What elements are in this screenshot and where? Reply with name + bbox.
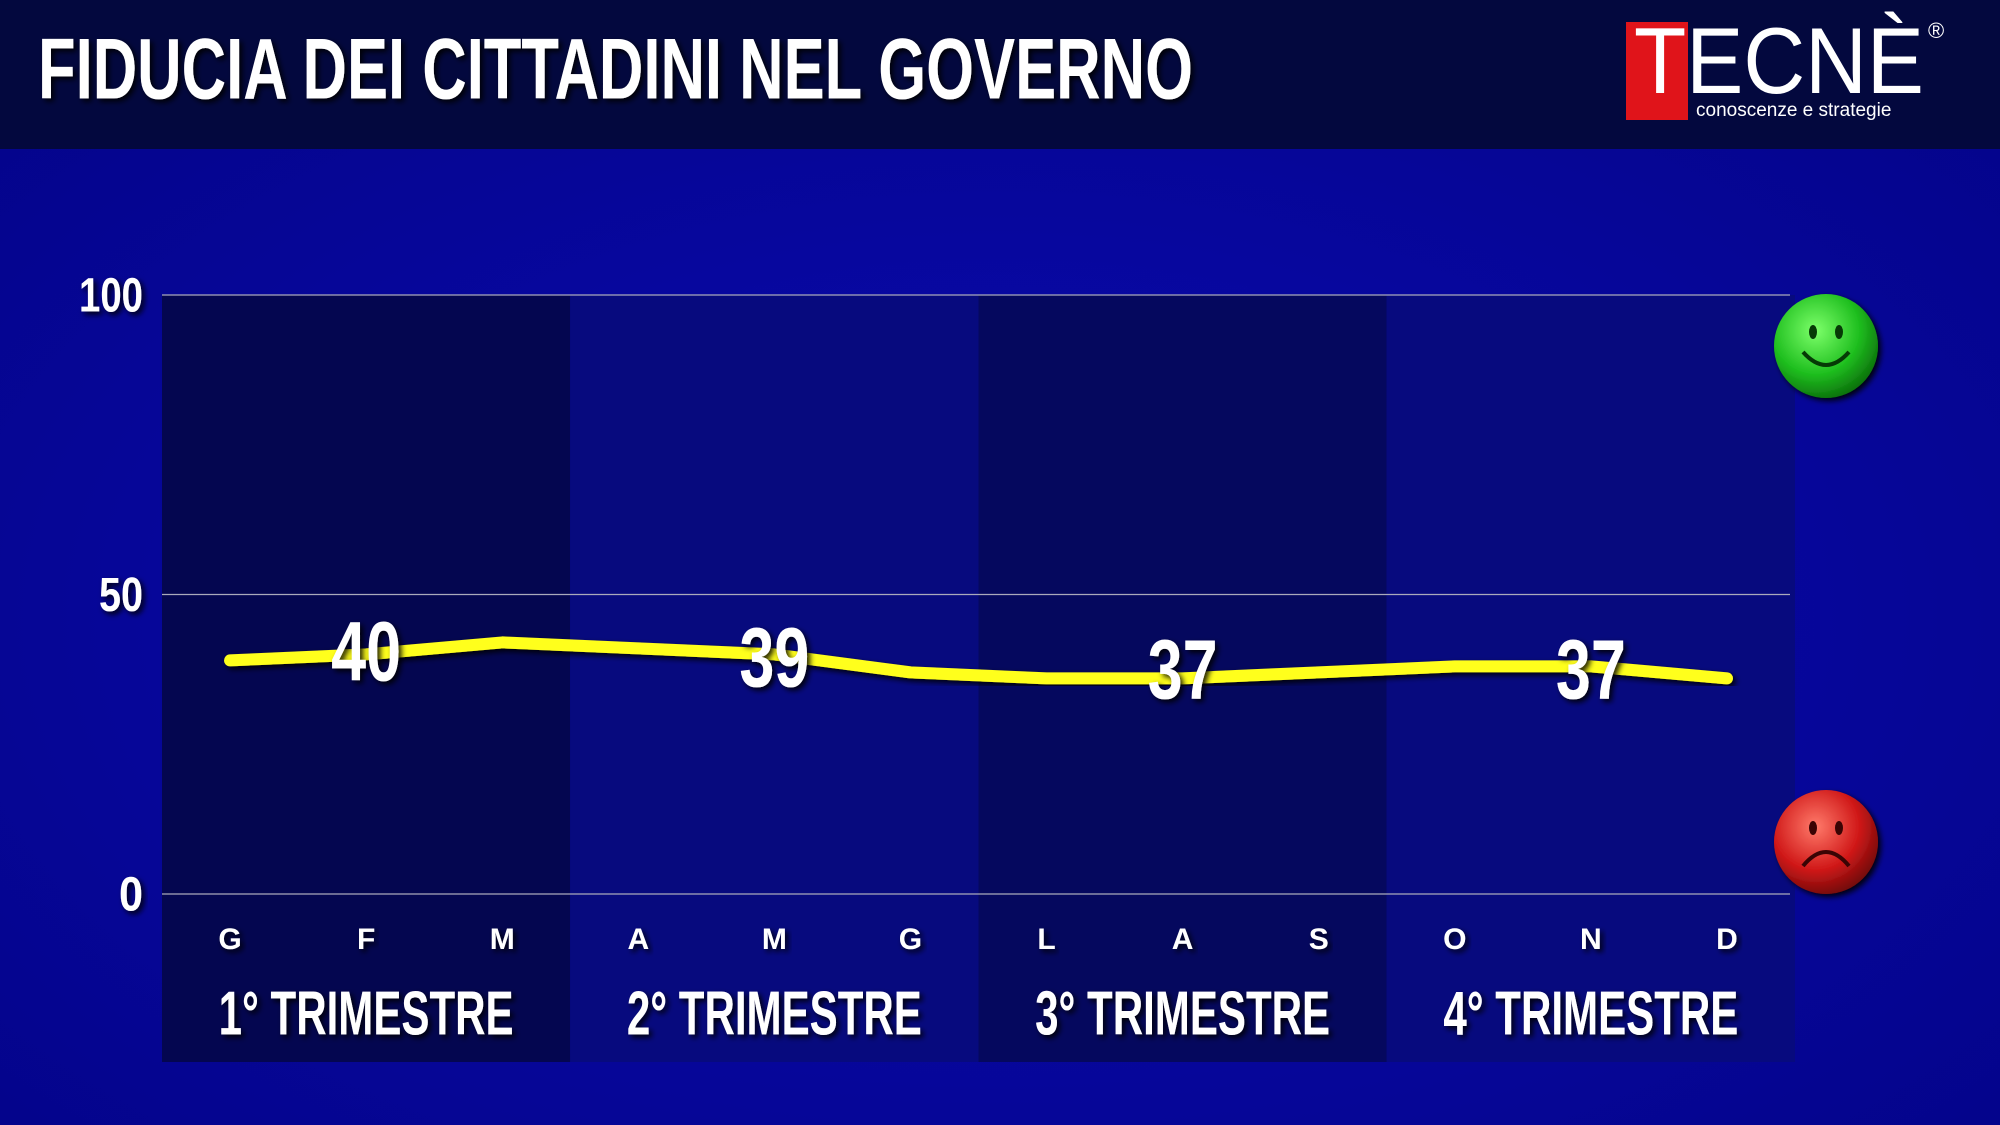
x-tick-label: M: [762, 923, 787, 956]
x-tick-label: N: [1580, 923, 1602, 956]
x-tick-label: A: [627, 923, 649, 956]
x-tick-label: F: [357, 923, 375, 956]
logo-name: TECNÈ: [1634, 8, 1924, 113]
x-tick-label: M: [490, 923, 515, 956]
quarter-band: [570, 295, 979, 1062]
logo-mark: ®: [1928, 18, 1944, 43]
quarter-value-label: 39: [739, 611, 809, 705]
x-tick-label: A: [1172, 923, 1194, 956]
sad-face: [1774, 790, 1878, 894]
quarter-value-label: 40: [331, 605, 401, 699]
quarter-label: 2° TRIMESTRE: [627, 979, 922, 1048]
smileys: [1774, 294, 1878, 894]
quarter-value-label: 37: [1148, 623, 1218, 717]
quarter-band: [162, 295, 571, 1062]
chart-title: FIDUCIA DEI CITTADINI NEL GOVERNO: [38, 22, 1193, 118]
y-tick-label: 0: [119, 869, 143, 922]
x-tick-label: O: [1443, 923, 1466, 956]
line: [224, 636, 1733, 685]
sad-mouth: [1801, 850, 1851, 868]
eye: [1835, 325, 1843, 339]
y-tick-label: 50: [99, 569, 143, 622]
x-tick-label: S: [1309, 923, 1329, 956]
quarter-label: 1° TRIMESTRE: [219, 979, 514, 1048]
logo-box: [1626, 22, 1688, 120]
y-tick-label: 100: [79, 270, 143, 323]
x-tick-label: D: [1716, 923, 1738, 956]
logo-tagline: conoscenze e strategie: [1696, 100, 1891, 121]
happy-mouth: [1801, 350, 1851, 367]
eye: [1835, 821, 1843, 835]
eye: [1809, 325, 1817, 339]
quarter-value-label: 37: [1556, 623, 1626, 717]
x-tick-label: L: [1037, 923, 1055, 956]
eye: [1809, 821, 1817, 835]
x-tick-label: G: [218, 923, 241, 956]
x-tick-label: G: [899, 923, 922, 956]
happy-face: [1774, 294, 1878, 398]
quarter-label: 3° TRIMESTRE: [1035, 979, 1330, 1048]
quarter-label: 4° TRIMESTRE: [1443, 979, 1738, 1048]
